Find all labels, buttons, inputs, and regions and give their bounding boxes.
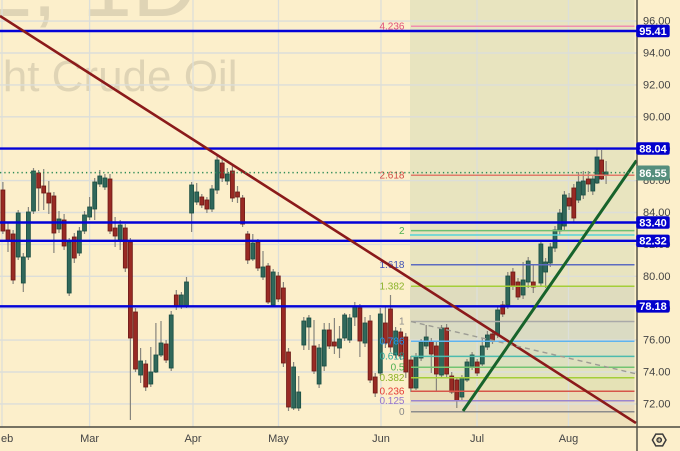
svg-text:95.41: 95.41 [639,26,667,38]
svg-text:Aug: Aug [559,433,579,445]
svg-text:0: 0 [399,407,405,418]
svg-text:1: 1 [399,317,405,328]
svg-text:0.618: 0.618 [379,352,404,363]
svg-text:74.00: 74.00 [643,367,671,379]
svg-text:80.00: 80.00 [643,271,671,283]
svg-text:4.236: 4.236 [379,22,404,33]
svg-text:84.00: 84.00 [643,207,671,219]
svg-text:92.00: 92.00 [643,80,671,92]
svg-text:88.04: 88.04 [639,144,667,156]
svg-text:Jul: Jul [470,433,484,445]
svg-text:76.00: 76.00 [643,335,671,347]
svg-text:82.32: 82.32 [639,236,667,248]
svg-text:72.00: 72.00 [643,399,671,411]
svg-text:94.00: 94.00 [643,48,671,60]
svg-text:83.40: 83.40 [639,217,667,229]
svg-text:Light Crude Oil: Light Crude Oil [0,52,237,101]
svg-text:78.18: 78.18 [639,301,667,313]
svg-text:Apr: Apr [184,433,201,445]
svg-text:2.618: 2.618 [379,170,404,181]
svg-text:1.382: 1.382 [379,282,404,293]
svg-text:0.5: 0.5 [391,362,405,373]
svg-text:May: May [268,433,289,445]
svg-text:0.125: 0.125 [379,396,404,407]
svg-text:0.236: 0.236 [379,387,404,398]
svg-text:0.382: 0.382 [379,373,404,384]
svg-text:0.786: 0.786 [379,337,404,348]
svg-text:2: 2 [399,226,405,237]
svg-text:96.00: 96.00 [643,16,671,28]
svg-text:90.00: 90.00 [643,111,671,123]
svg-text:Mar: Mar [80,433,99,445]
svg-text:eb: eb [1,433,13,445]
svg-text:Jun: Jun [372,433,390,445]
svg-text:86.55: 86.55 [639,168,667,180]
